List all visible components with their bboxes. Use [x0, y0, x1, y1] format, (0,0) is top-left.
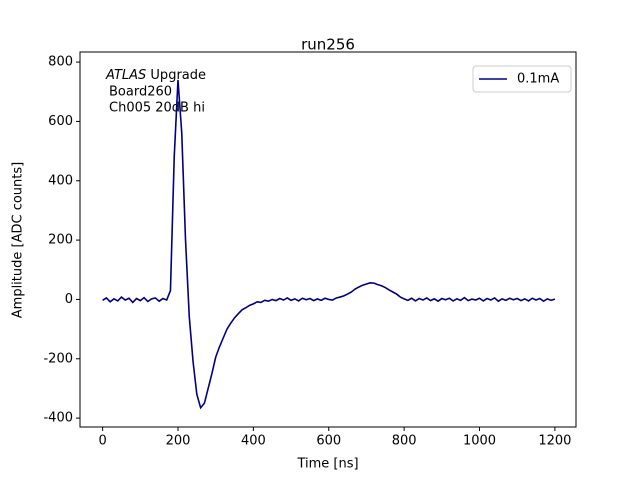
- annotation-line: Ch005 20dB hi: [109, 101, 205, 116]
- x-tick-label: 1200: [538, 434, 571, 449]
- x-axis-label: Time [ns]: [296, 457, 358, 472]
- x-tick-label: 800: [392, 434, 417, 449]
- data-line: [102, 79, 556, 410]
- y-axis-label: Amplitude [ADC counts]: [11, 162, 26, 318]
- x-tick-label: 400: [241, 434, 266, 449]
- legend-box: [472, 65, 572, 93]
- x-tick-label: 200: [166, 434, 191, 449]
- plot-frame: [79, 51, 577, 428]
- y-tick-label: 200: [48, 233, 73, 248]
- annotation-line: Board260: [109, 85, 172, 100]
- y-tick-label: -400: [43, 411, 73, 426]
- y-tick-label: 600: [48, 114, 73, 129]
- annotation-text: Upgrade: [150, 68, 206, 83]
- chart-title: run256: [301, 36, 355, 54]
- x-tick-label: 1000: [463, 434, 496, 449]
- legend-label: 0.1mA: [517, 72, 559, 87]
- y-tick-label: -200: [43, 351, 73, 366]
- y-tick-label: 400: [48, 173, 73, 188]
- x-tick-label: 0: [98, 434, 106, 449]
- x-tick-label: 600: [316, 434, 341, 449]
- y-tick-label: 800: [48, 55, 73, 70]
- y-tick-label: 0: [65, 292, 73, 307]
- annotation: ATLAS Upgrade: [105, 68, 206, 83]
- annotation-italic: ATLAS: [105, 68, 146, 83]
